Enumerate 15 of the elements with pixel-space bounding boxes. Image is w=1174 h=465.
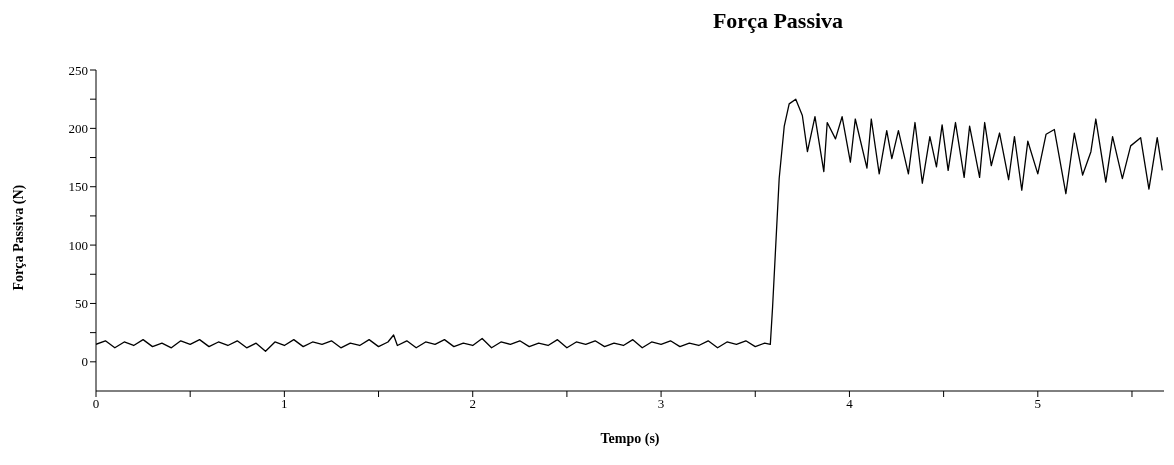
x-tick-label: 1 <box>281 396 288 412</box>
x-tick-label: 0 <box>92 396 100 412</box>
x-tick-label: 3 <box>657 396 665 412</box>
x-tick-label: 4 <box>846 396 854 412</box>
y-tick-label: 150 <box>68 179 88 195</box>
chart-title: Força Passiva <box>711 8 845 35</box>
y-tick-label: 200 <box>68 120 88 136</box>
y-tick-label: 100 <box>68 237 88 253</box>
y-tick-label: 0 <box>81 354 88 370</box>
x-axis-title: Tempo (s) <box>600 431 660 447</box>
y-tick-label: 50 <box>75 296 88 312</box>
x-tick-label: 5 <box>1034 396 1042 412</box>
y-tick-label: 250 <box>68 62 88 78</box>
x-tick-label: 2 <box>469 396 476 412</box>
y-axis-title: Força Passiva (N) <box>10 184 27 291</box>
